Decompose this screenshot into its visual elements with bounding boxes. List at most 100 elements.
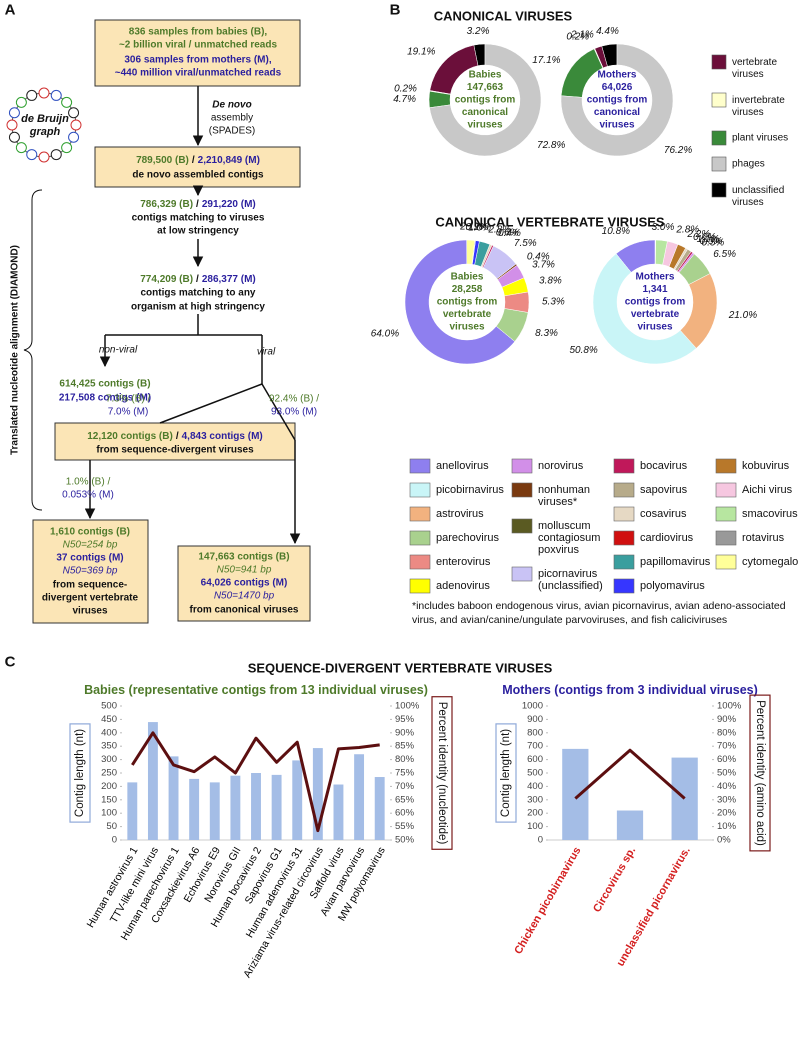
y-tick-label: 200 xyxy=(527,808,543,819)
separator: / xyxy=(192,155,195,166)
label: ~440 million viral/unmatched reads xyxy=(115,68,282,79)
y-tick-label: 800 xyxy=(527,727,543,738)
y-axis-label: Contig length (nt) xyxy=(74,729,86,817)
bar xyxy=(562,748,589,840)
mothers-count: 291,220 (M) xyxy=(202,199,256,210)
brace xyxy=(23,189,43,511)
box xyxy=(177,545,311,622)
y-tick-label: 250 xyxy=(101,768,117,779)
y-tick-label: 400 xyxy=(527,781,543,792)
value-label: 0.6% xyxy=(693,232,716,243)
y2-tick-label: 60% xyxy=(395,808,415,819)
y-tick-label: 500 xyxy=(527,768,543,779)
graph-node xyxy=(50,89,62,101)
legend-label: sapovirus xyxy=(640,484,688,496)
value-label: 72.8% xyxy=(537,140,565,151)
legend-swatch xyxy=(715,506,737,522)
label: 836 samples from babies (B), xyxy=(129,27,268,38)
y2-tick-label: 85% xyxy=(395,741,415,752)
label: N50=254 bp xyxy=(63,540,118,551)
y-tick-label: 300 xyxy=(527,794,543,805)
legend-label: picobirnavirus xyxy=(436,484,504,496)
bar xyxy=(292,760,303,840)
label: 93.0% (M) xyxy=(271,407,317,418)
separator: / xyxy=(196,199,199,210)
y2-tick-label: 65% xyxy=(395,794,415,805)
legend-label: norovirus xyxy=(538,460,584,472)
panel-label: C xyxy=(5,654,16,671)
center-text: 28,258 xyxy=(452,284,483,295)
label-box xyxy=(495,723,517,823)
label: 92.4% (B) / xyxy=(269,394,319,405)
y-tick-label: 600 xyxy=(527,754,543,765)
value-label: 0.5% xyxy=(700,236,723,247)
value-label: 1.1% xyxy=(697,234,720,245)
graph-node xyxy=(70,119,82,131)
value-label: 10.8% xyxy=(602,226,630,237)
graph-node xyxy=(15,142,27,154)
graph-node xyxy=(26,89,38,101)
legend-label: Aichi virus xyxy=(742,484,793,496)
y2-tick-label: 60% xyxy=(717,754,737,765)
legend-swatch xyxy=(409,530,431,546)
center-text: 147,663 xyxy=(467,82,504,93)
label: from sequence-divergent viruses xyxy=(96,445,254,456)
count-line: 786,329 (B)/291,220 (M) xyxy=(140,199,256,210)
donut-slice xyxy=(655,239,668,266)
y-tick-label: 150 xyxy=(101,794,117,805)
count-line: 774,209 (B)/286,377 (M) xyxy=(140,274,256,285)
y2-tick-label: 80% xyxy=(395,754,415,765)
center-text: 1,341 xyxy=(642,284,667,295)
label: 64,026 contigs (M) xyxy=(201,578,288,589)
value-label: 76.2% xyxy=(664,145,692,156)
value-label: 0.5% xyxy=(702,238,725,249)
legend-swatch xyxy=(613,458,635,474)
value-label: 0.4% xyxy=(498,228,521,239)
label: from canonical viruses xyxy=(190,605,299,616)
legend-label: cytomegalovirus xyxy=(742,556,798,568)
value-label: 2.1% xyxy=(570,30,594,41)
y-tick-label: 100 xyxy=(101,808,117,819)
bar xyxy=(616,810,644,840)
label: contigs matching to viruses xyxy=(132,213,265,224)
label: graph xyxy=(29,126,61,138)
label-box xyxy=(69,723,91,823)
value-label: 5.3% xyxy=(542,297,565,308)
value-label: 1.0% xyxy=(468,223,491,234)
center-text: Mothers xyxy=(636,272,675,283)
legend-swatch xyxy=(711,54,727,70)
value-label: 64.0% xyxy=(371,328,399,339)
y-tick-label: 300 xyxy=(101,754,117,765)
legend-swatch xyxy=(409,578,431,594)
mothers-count: 4,843 contigs (M) xyxy=(182,431,263,442)
legend-swatch xyxy=(409,506,431,522)
count-line: 12,120 contigs (B)/4,843 contigs (M) xyxy=(87,431,263,442)
legend-label: enterovirus xyxy=(436,556,491,568)
value-label: 0.2% xyxy=(394,83,417,94)
bar xyxy=(230,775,241,840)
y-tick-label: 400 xyxy=(101,727,117,738)
legend-label: picornavirus (unclassified) xyxy=(538,568,603,592)
graph-node xyxy=(61,142,73,154)
chart-title: CANONICAL VERTEBRATE VIRUSES xyxy=(435,215,665,230)
legend-label: smacovirus xyxy=(742,508,798,520)
label: non-viral xyxy=(99,345,138,356)
panel-label: B xyxy=(390,2,401,19)
separator: / xyxy=(196,274,199,285)
legend-label: vertebrate viruses xyxy=(732,57,780,80)
label: 217,508 contigs (M) xyxy=(59,393,151,404)
x-tick-label: Circovirus sp. xyxy=(591,845,638,915)
label: 306 samples from mothers (M), xyxy=(124,55,271,66)
y2-tick-label: 90% xyxy=(717,714,737,725)
value-label: 4.4% xyxy=(596,26,619,37)
center-text: contigs from xyxy=(455,95,516,106)
legend-swatch xyxy=(613,578,635,594)
legend-swatch xyxy=(715,482,737,498)
legend-swatch xyxy=(409,554,431,570)
y2-tick-label: 90% xyxy=(395,727,415,738)
legend-label: nonhuman viruses* xyxy=(538,484,593,508)
center-text: vertebrate xyxy=(631,309,680,320)
value-label: 2.8% xyxy=(675,225,699,236)
separator: / xyxy=(176,431,179,442)
